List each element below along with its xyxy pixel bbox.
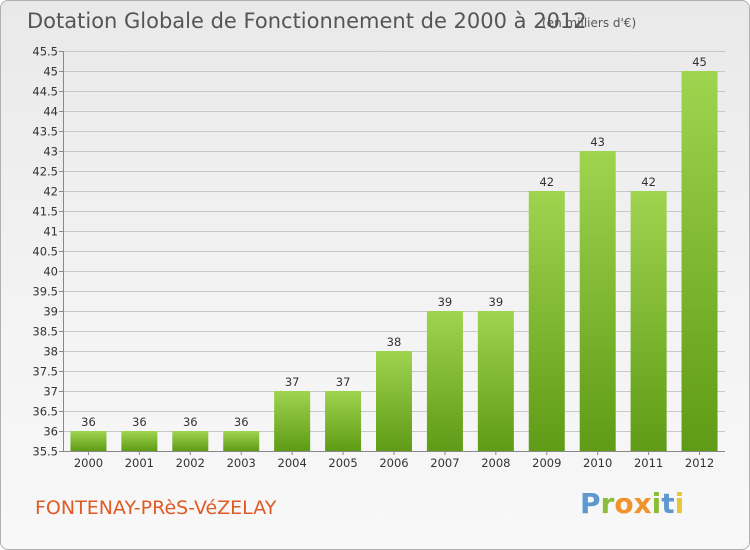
y-tick-label: 45 (43, 65, 58, 79)
x-tick-label: 2006 (379, 456, 408, 470)
y-tick-label: 41.5 (32, 205, 58, 219)
data-label: 43 (590, 135, 605, 149)
logo-letter: i (651, 487, 662, 520)
bar (376, 351, 412, 451)
y-tick-label: 41 (43, 225, 58, 239)
x-tick-label: 2003 (227, 456, 256, 470)
logo-letter: t (661, 487, 675, 520)
chart-title: Dotation Globale de Fonctionnement de 20… (27, 9, 587, 33)
data-label: 36 (132, 415, 147, 429)
logo-letter: r (600, 487, 615, 520)
bar (579, 151, 616, 451)
y-tick-label: 36 (43, 425, 58, 439)
y-tick-label: 44 (43, 105, 58, 119)
x-tick-label: 2001 (125, 456, 154, 470)
data-label: 36 (183, 415, 198, 429)
data-label: 39 (438, 295, 453, 309)
y-tick-label: 35.5 (32, 445, 58, 459)
bar (477, 311, 514, 451)
x-tick-label: 2011 (634, 456, 663, 470)
logo-letter: P (580, 487, 601, 520)
data-label: 38 (387, 335, 402, 349)
bar (528, 191, 565, 451)
bar (630, 191, 667, 451)
commune-name: FONTENAY-PRèS-VéZELAY (35, 497, 277, 519)
data-label: 36 (234, 415, 249, 429)
y-tick-label: 39.5 (32, 285, 58, 299)
data-label: 37 (285, 375, 300, 389)
bar (121, 431, 158, 451)
bar (70, 431, 107, 451)
chart-subtitle: (en milliers d'€) (542, 16, 637, 30)
logo-letter: i (674, 487, 685, 520)
data-label: 45 (692, 55, 707, 69)
y-tick-label: 37.5 (32, 365, 58, 379)
y-tick-label: 40 (43, 265, 58, 279)
y-tick-label: 39 (43, 305, 58, 319)
bar (325, 391, 362, 451)
x-tick-label: 2004 (278, 456, 307, 470)
y-tick-label: 38.5 (32, 325, 58, 339)
y-tick-label: 44.5 (32, 85, 58, 99)
data-label: 37 (336, 375, 351, 389)
y-tick-label: 43.5 (32, 125, 58, 139)
y-tick-label: 42.5 (32, 165, 58, 179)
bar (426, 311, 463, 451)
x-tick-label: 2012 (685, 456, 714, 470)
x-tick-label: 2002 (176, 456, 205, 470)
x-tick-label: 2008 (481, 456, 510, 470)
data-label: 42 (641, 175, 656, 189)
y-tick-label: 37 (43, 385, 58, 399)
bar (172, 431, 209, 451)
y-tick-label: 45.5 (32, 45, 58, 59)
x-tick-label: 2005 (328, 456, 357, 470)
x-tick-label: 2007 (430, 456, 459, 470)
logo-letter: o (614, 487, 634, 520)
x-tick-label: 2010 (583, 456, 612, 470)
bar (681, 71, 718, 451)
data-label: 39 (489, 295, 504, 309)
data-label: 42 (539, 175, 554, 189)
y-tick-label: 38 (43, 345, 58, 359)
y-tick-label: 40.5 (32, 245, 58, 259)
x-tick-label: 2009 (532, 456, 561, 470)
x-tick-label: 2000 (74, 456, 103, 470)
data-label: 36 (81, 415, 96, 429)
bar (274, 391, 311, 451)
y-tick-label: 42 (43, 185, 58, 199)
y-tick-label: 36.5 (32, 405, 58, 419)
bar (223, 431, 260, 451)
y-tick-label: 43 (43, 145, 58, 159)
logo-letter: x (633, 487, 652, 520)
proxiti-logo[interactable]: Proxiti (580, 487, 684, 520)
